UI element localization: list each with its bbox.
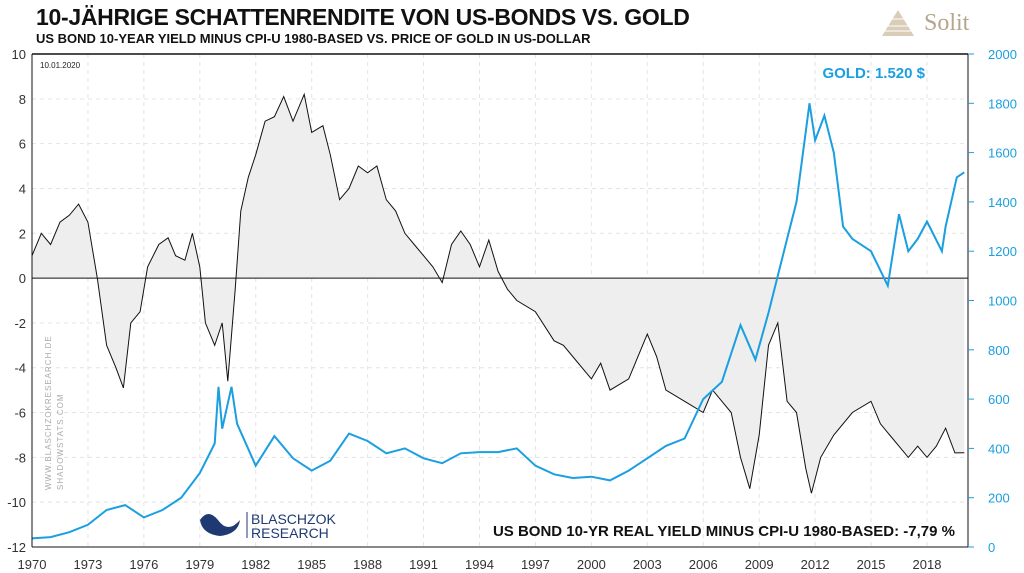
x-tick: 2015 [857, 557, 886, 572]
y-tick-right: 1200 [988, 244, 1017, 259]
y-tick-left: 4 [19, 181, 26, 196]
x-tick: 2009 [745, 557, 774, 572]
x-tick: 1979 [185, 557, 214, 572]
chart-subtitle: US BOND 10-YEAR YIELD MINUS CPI-U 1980-B… [36, 31, 591, 46]
y-tick-left: -2 [14, 316, 26, 331]
y-tick-left: 0 [19, 271, 26, 286]
publisher-sub: RESEARCH [251, 525, 329, 541]
y-tick-left: 8 [19, 92, 26, 107]
x-tick: 1982 [241, 557, 270, 572]
y-tick-left: -4 [14, 361, 26, 376]
y-tick-right: 600 [988, 392, 1010, 407]
y-tick-right: 1400 [988, 195, 1017, 210]
watermark-url: WWW.BLASCHZOKRESEARCH.DE [44, 335, 53, 490]
x-tick: 1973 [73, 557, 102, 572]
x-tick: 2000 [577, 557, 606, 572]
x-tick: 1994 [465, 557, 494, 572]
y-tick-left: 10 [12, 47, 26, 62]
x-tick: 1988 [353, 557, 382, 572]
yield-value-label: US BOND 10-YR REAL YIELD MINUS CPI-U 198… [493, 523, 955, 540]
yield-series-line [31, 92, 965, 494]
solit-logo: Solit [880, 8, 969, 38]
y-tick-left: -10 [7, 495, 26, 510]
x-tick: 1997 [521, 557, 550, 572]
y-tick-right: 200 [988, 491, 1010, 506]
date-label: 10.01.2020 [40, 61, 81, 70]
y-tick-right: 400 [988, 441, 1010, 456]
y-tick-left: 2 [19, 226, 26, 241]
ship-logo-icon [200, 514, 240, 536]
y-tick-left: 6 [19, 137, 26, 152]
pyramid-icon [882, 10, 914, 36]
x-tick: 1991 [409, 557, 438, 572]
x-tick: 2018 [913, 557, 942, 572]
yield-area-fill [32, 94, 965, 494]
y-tick-right: 1000 [988, 294, 1017, 309]
gold-series-line [31, 103, 965, 540]
y-tick-left: -12 [7, 540, 26, 555]
chart-title: 10-JÄHRIGE SCHATTENRENDITE VON US-BONDS … [36, 4, 690, 30]
x-tick: 2012 [801, 557, 830, 572]
gold-price-label: GOLD: 1.520 $ [822, 65, 925, 82]
x-tick: 2006 [689, 557, 718, 572]
y-tick-right: 1800 [988, 96, 1017, 111]
brand-name: Solit [924, 9, 970, 36]
publisher-name: BLASCHZOK [251, 511, 336, 527]
y-tick-right: 800 [988, 343, 1010, 358]
x-tick: 1985 [297, 557, 326, 572]
watermark-shadowstats: SHADOWSTATS.COM [56, 394, 65, 490]
y-tick-right: 2000 [988, 47, 1017, 62]
x-tick: 1976 [129, 557, 158, 572]
y-tick-right: 0 [988, 540, 995, 555]
y-tick-right: 1600 [988, 146, 1017, 161]
x-tick: 2003 [633, 557, 662, 572]
y-tick-left: -6 [14, 406, 26, 421]
y-tick-left: -8 [14, 450, 26, 465]
x-tick: 1970 [18, 557, 47, 572]
